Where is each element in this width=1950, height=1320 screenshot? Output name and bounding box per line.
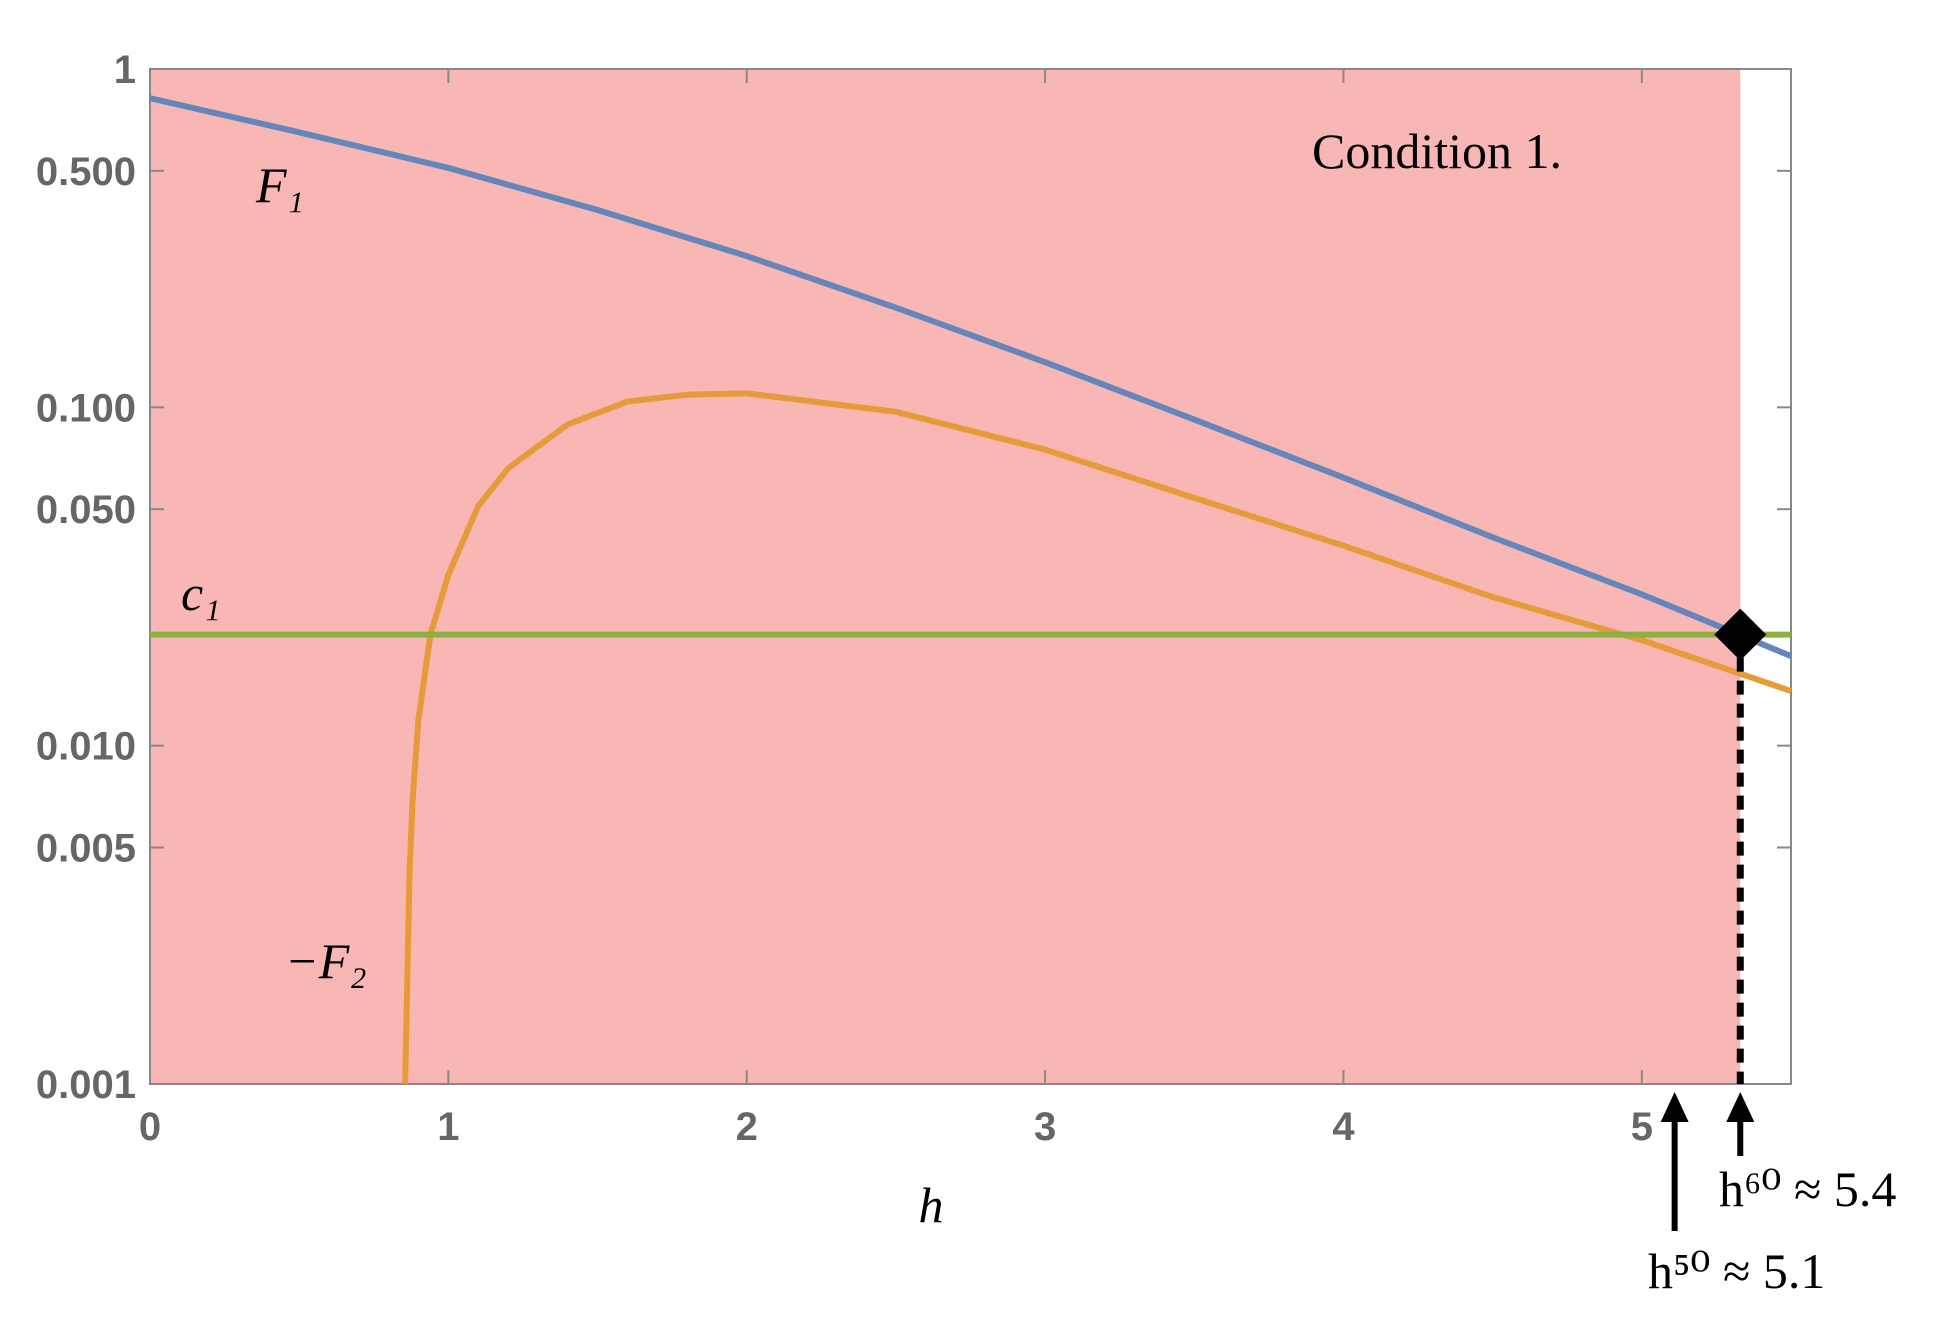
x-tick-label: 1 (437, 1105, 459, 1149)
y-tick-label: 0.050 (36, 488, 136, 532)
x-tick-label: 5 (1631, 1105, 1653, 1149)
x-tick-label: 4 (1332, 1105, 1355, 1149)
y-tick-label: 0.010 (36, 725, 136, 769)
condition-label: Condition 1. (1312, 123, 1562, 179)
condition-region (150, 69, 1741, 1084)
x-tick-label: 0 (139, 1105, 161, 1149)
series-label: −F₂ (285, 933, 367, 989)
y-tick-label: 1 (114, 48, 136, 92)
series-label: c₁ (181, 565, 221, 621)
y-tick-label: 0.500 (36, 150, 136, 194)
series-label: F₁ (255, 157, 304, 213)
annotation-label: h⁶⁰ ≈ 5.4 (1719, 1161, 1896, 1217)
series-line (149, 95, 1793, 659)
annotation-arrow-head (1660, 1092, 1689, 1122)
x-axis-label: h (919, 1177, 944, 1233)
x-tick-label: 3 (1034, 1105, 1056, 1149)
annotation-label: h⁵⁰ ≈ 5.1 (1648, 1243, 1825, 1299)
y-tick-label: 0.005 (36, 827, 136, 871)
intersection-marker (1714, 608, 1767, 661)
y-tick-label: 0.001 (36, 1063, 136, 1107)
y-tick-label: 0.100 (36, 386, 136, 430)
series-line (402, 390, 1792, 1085)
plot-frame (149, 68, 1792, 1085)
annotation-arrow-head (1726, 1092, 1755, 1122)
x-tick-label: 2 (736, 1105, 758, 1149)
